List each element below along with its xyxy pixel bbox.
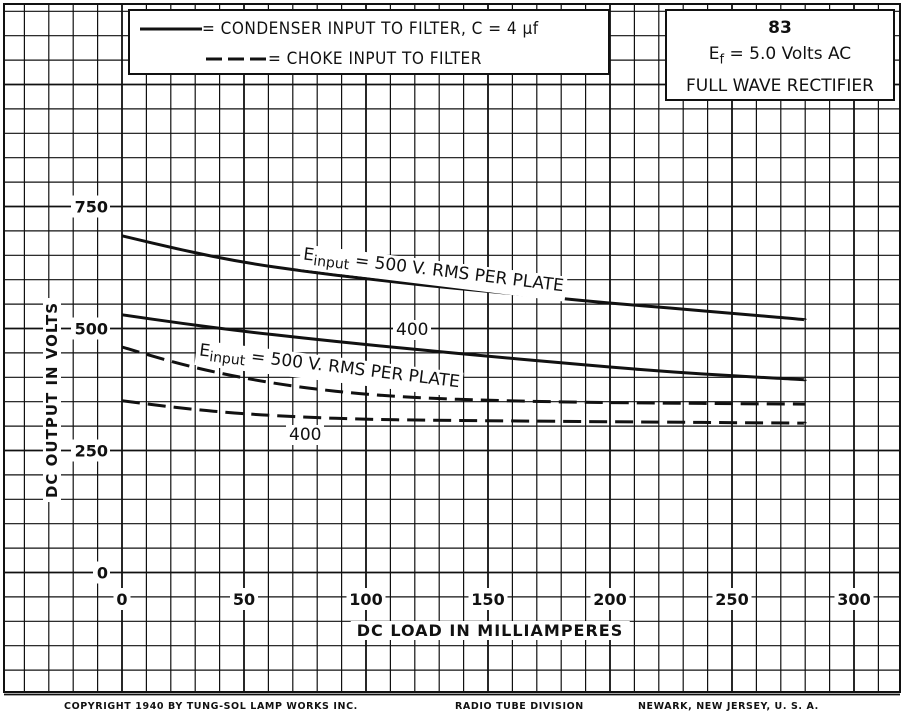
y-tick-label: 0 [97, 564, 108, 583]
x-tick-label-bg [346, 588, 386, 610]
choke-curve-3 [121, 399, 807, 425]
x-tick-label: 250 [715, 590, 748, 609]
x-tick-label: 200 [593, 590, 626, 609]
x-tick-label-bg [468, 588, 508, 610]
legend: = CONDENSER INPUT TO FILTER, C = 4 µf = … [128, 9, 610, 75]
x-tick-label-bg [834, 588, 874, 610]
footer-address: NEWARK, NEW JERSEY, U. S. A. [638, 701, 819, 712]
choke-curve-2 [121, 345, 806, 406]
filament-voltage: Ef = 5.0 Volts AC [708, 44, 852, 68]
tube-info: 83 Ef = 5.0 Volts AC FULL WAVE RECTIFIER [665, 9, 895, 101]
x-tick-label: 150 [471, 590, 504, 609]
rectifier-type: FULL WAVE RECTIFIER [686, 76, 874, 97]
y-axis-title: DC OUTPUT IN VOLTS [43, 297, 61, 503]
legend-solid-label: = CONDENSER INPUT TO FILTER, C = 4 µf [202, 19, 539, 39]
footer-division: RADIO TUBE DIVISION [455, 701, 584, 712]
y-tick-label: 750 [75, 198, 108, 217]
footer: COPYRIGHT 1940 BY TUNG-SOL LAMP WORKS IN… [0, 699, 905, 716]
x-axis-title: DC LOAD IN MILLIAMPERES [350, 621, 630, 640]
y-tick-label-bg [71, 195, 110, 218]
chart-border [3, 3, 901, 693]
x-tick-label: 0 [116, 590, 127, 609]
y-tick-label: 500 [75, 320, 108, 339]
y-tick-label-bg [93, 561, 110, 584]
y-tick-label-bg [71, 317, 110, 340]
x-tick-label-bg [230, 588, 258, 610]
tube-number: 83 [768, 18, 792, 38]
legend-dashed: = CHOKE INPUT TO FILTER [206, 49, 482, 69]
label-condenser-400: 400 [393, 320, 432, 340]
tick-labels: 0 50 100 150 200 250 300 0 250 500 750 [71, 195, 874, 610]
x-tick-label-bg [113, 588, 131, 610]
y-tick-label-bg [71, 439, 110, 462]
solid-line-swatch [140, 27, 202, 31]
legend-solid: = CONDENSER INPUT TO FILTER, C = 4 µf [140, 19, 539, 39]
dashed-line-swatch [206, 57, 268, 61]
x-tick-label: 50 [233, 590, 255, 609]
y-tick-label: 250 [75, 442, 108, 461]
x-tick-label-bg [590, 588, 630, 610]
legend-dashed-label: = CHOKE INPUT TO FILTER [268, 49, 482, 69]
condenser-curve-1 [121, 313, 807, 382]
x-tick-label: 100 [349, 590, 382, 609]
label-choke-400: 400 [286, 425, 325, 445]
grid-lines [3, 3, 901, 696]
x-tick-label-bg [712, 588, 752, 610]
x-tick-label: 300 [837, 590, 870, 609]
footer-copyright: COPYRIGHT 1940 BY TUNG-SOL LAMP WORKS IN… [64, 701, 358, 712]
